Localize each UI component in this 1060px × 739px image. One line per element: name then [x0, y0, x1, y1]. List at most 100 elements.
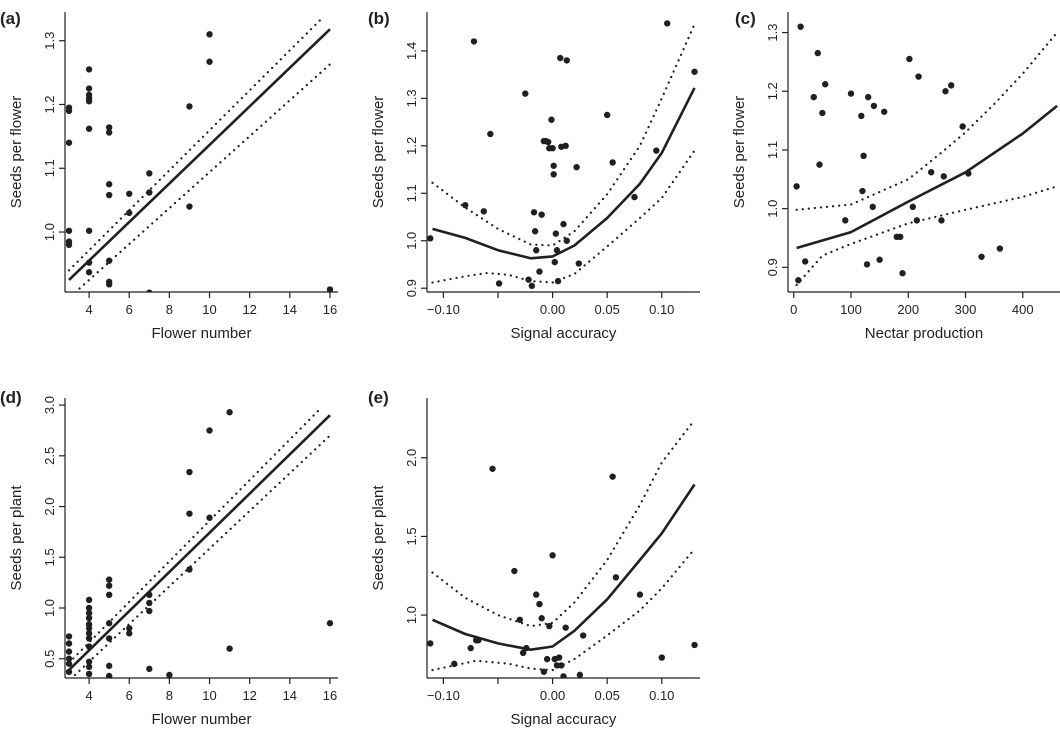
y-tick-label: 1.2	[42, 95, 57, 113]
data-point	[531, 228, 539, 235]
data-point	[65, 633, 73, 640]
data-point	[85, 625, 93, 632]
x-tick-label: 10	[202, 688, 216, 703]
y-tick-label: 1.2	[404, 137, 419, 155]
y-tick-label: 2.5	[42, 447, 57, 465]
y-tick-label: 2.0	[42, 498, 57, 516]
y-tick-label: 1.5	[404, 527, 419, 545]
data-point	[525, 276, 532, 283]
data-point	[427, 640, 434, 647]
data-point	[206, 514, 213, 521]
ci-lower-line	[431, 149, 696, 284]
data-point	[540, 668, 548, 675]
data-point	[609, 159, 616, 166]
data-point	[609, 473, 616, 480]
fit-line	[432, 87, 696, 260]
panel-e: (e) −0.10 0.00 0.05 0.10 1.0 1.5 2.0 Signal accu…	[368, 388, 700, 728]
data-point	[146, 189, 153, 196]
data-point	[105, 281, 113, 288]
data-point	[85, 269, 93, 276]
fit-line	[431, 483, 696, 651]
data-point	[864, 93, 872, 101]
data-point	[522, 90, 529, 97]
data-point	[543, 655, 551, 663]
panel-letter: (b)	[368, 9, 390, 28]
x-tick-label: 0.10	[649, 302, 674, 317]
y-tick-label: 0.5	[42, 650, 57, 668]
x-tick-label: 6	[126, 302, 133, 317]
y-tick-label: 1.1	[765, 141, 780, 159]
data-point	[906, 55, 913, 63]
data-point	[533, 247, 540, 254]
x-tick-label: 200	[897, 302, 919, 317]
data-point	[822, 81, 829, 88]
data-point	[126, 625, 133, 632]
x-tick-label: 8	[166, 302, 173, 317]
data-point	[881, 108, 888, 115]
data-point	[126, 190, 133, 197]
data-point	[65, 648, 73, 655]
data-point	[538, 211, 545, 218]
data-point	[948, 82, 955, 89]
y-tick-label: 3.0	[42, 396, 57, 414]
ci-upper-line	[431, 23, 696, 247]
data-point	[530, 209, 538, 216]
plot-area	[65, 406, 334, 678]
data-point	[636, 591, 644, 598]
data-point	[528, 282, 536, 290]
data-point	[146, 289, 153, 292]
data-point	[519, 649, 527, 657]
y-tick-label: 1.0	[42, 223, 57, 241]
y-tick-label: 1.1	[404, 184, 419, 202]
data-point	[940, 173, 947, 180]
data-point	[631, 193, 638, 201]
data-point	[579, 632, 587, 639]
data-point	[427, 235, 434, 242]
y-tick-label: 1.3	[404, 89, 419, 107]
panel-letter: (c)	[735, 9, 756, 28]
data-point	[146, 665, 153, 673]
data-point	[664, 20, 671, 27]
data-point	[909, 203, 917, 211]
y-tick-label: 1.0	[404, 606, 419, 624]
y-tick-label: 1.4	[404, 42, 419, 60]
data-point	[691, 641, 698, 649]
data-point	[186, 203, 193, 210]
y-tick-label: 1.0	[404, 232, 419, 250]
data-point	[858, 112, 865, 120]
y-axis-label: Seeds per plant	[370, 485, 387, 591]
x-tick-label: 8	[166, 688, 173, 703]
data-point	[942, 88, 949, 95]
data-point	[126, 209, 133, 217]
data-point	[996, 245, 1004, 252]
data-point	[560, 220, 567, 228]
data-point	[105, 191, 113, 199]
data-point	[85, 596, 93, 604]
data-point	[814, 49, 821, 57]
fit-line	[68, 414, 331, 671]
data-point	[206, 31, 213, 38]
data-point	[555, 654, 563, 661]
x-tick-label: 0	[790, 302, 797, 317]
data-point	[938, 217, 945, 224]
data-point	[653, 147, 660, 154]
y-tick-label: 1.5	[42, 548, 57, 566]
data-point	[65, 227, 73, 234]
data-point	[563, 237, 570, 244]
x-tick-label: 14	[283, 688, 297, 703]
data-point	[819, 109, 826, 117]
x-tick-label: 0.00	[540, 302, 565, 317]
x-tick-label: 10	[202, 302, 216, 317]
data-point	[551, 258, 558, 266]
data-point	[475, 637, 482, 644]
x-tick-label: 100	[840, 302, 862, 317]
data-point	[612, 574, 620, 581]
data-point	[549, 145, 556, 152]
data-point	[489, 465, 496, 472]
data-point	[85, 604, 93, 612]
data-point	[557, 54, 564, 62]
ci-upper-line	[67, 406, 323, 664]
y-tick-label: 0.9	[765, 258, 780, 276]
data-point	[545, 138, 552, 146]
data-point	[85, 614, 93, 622]
